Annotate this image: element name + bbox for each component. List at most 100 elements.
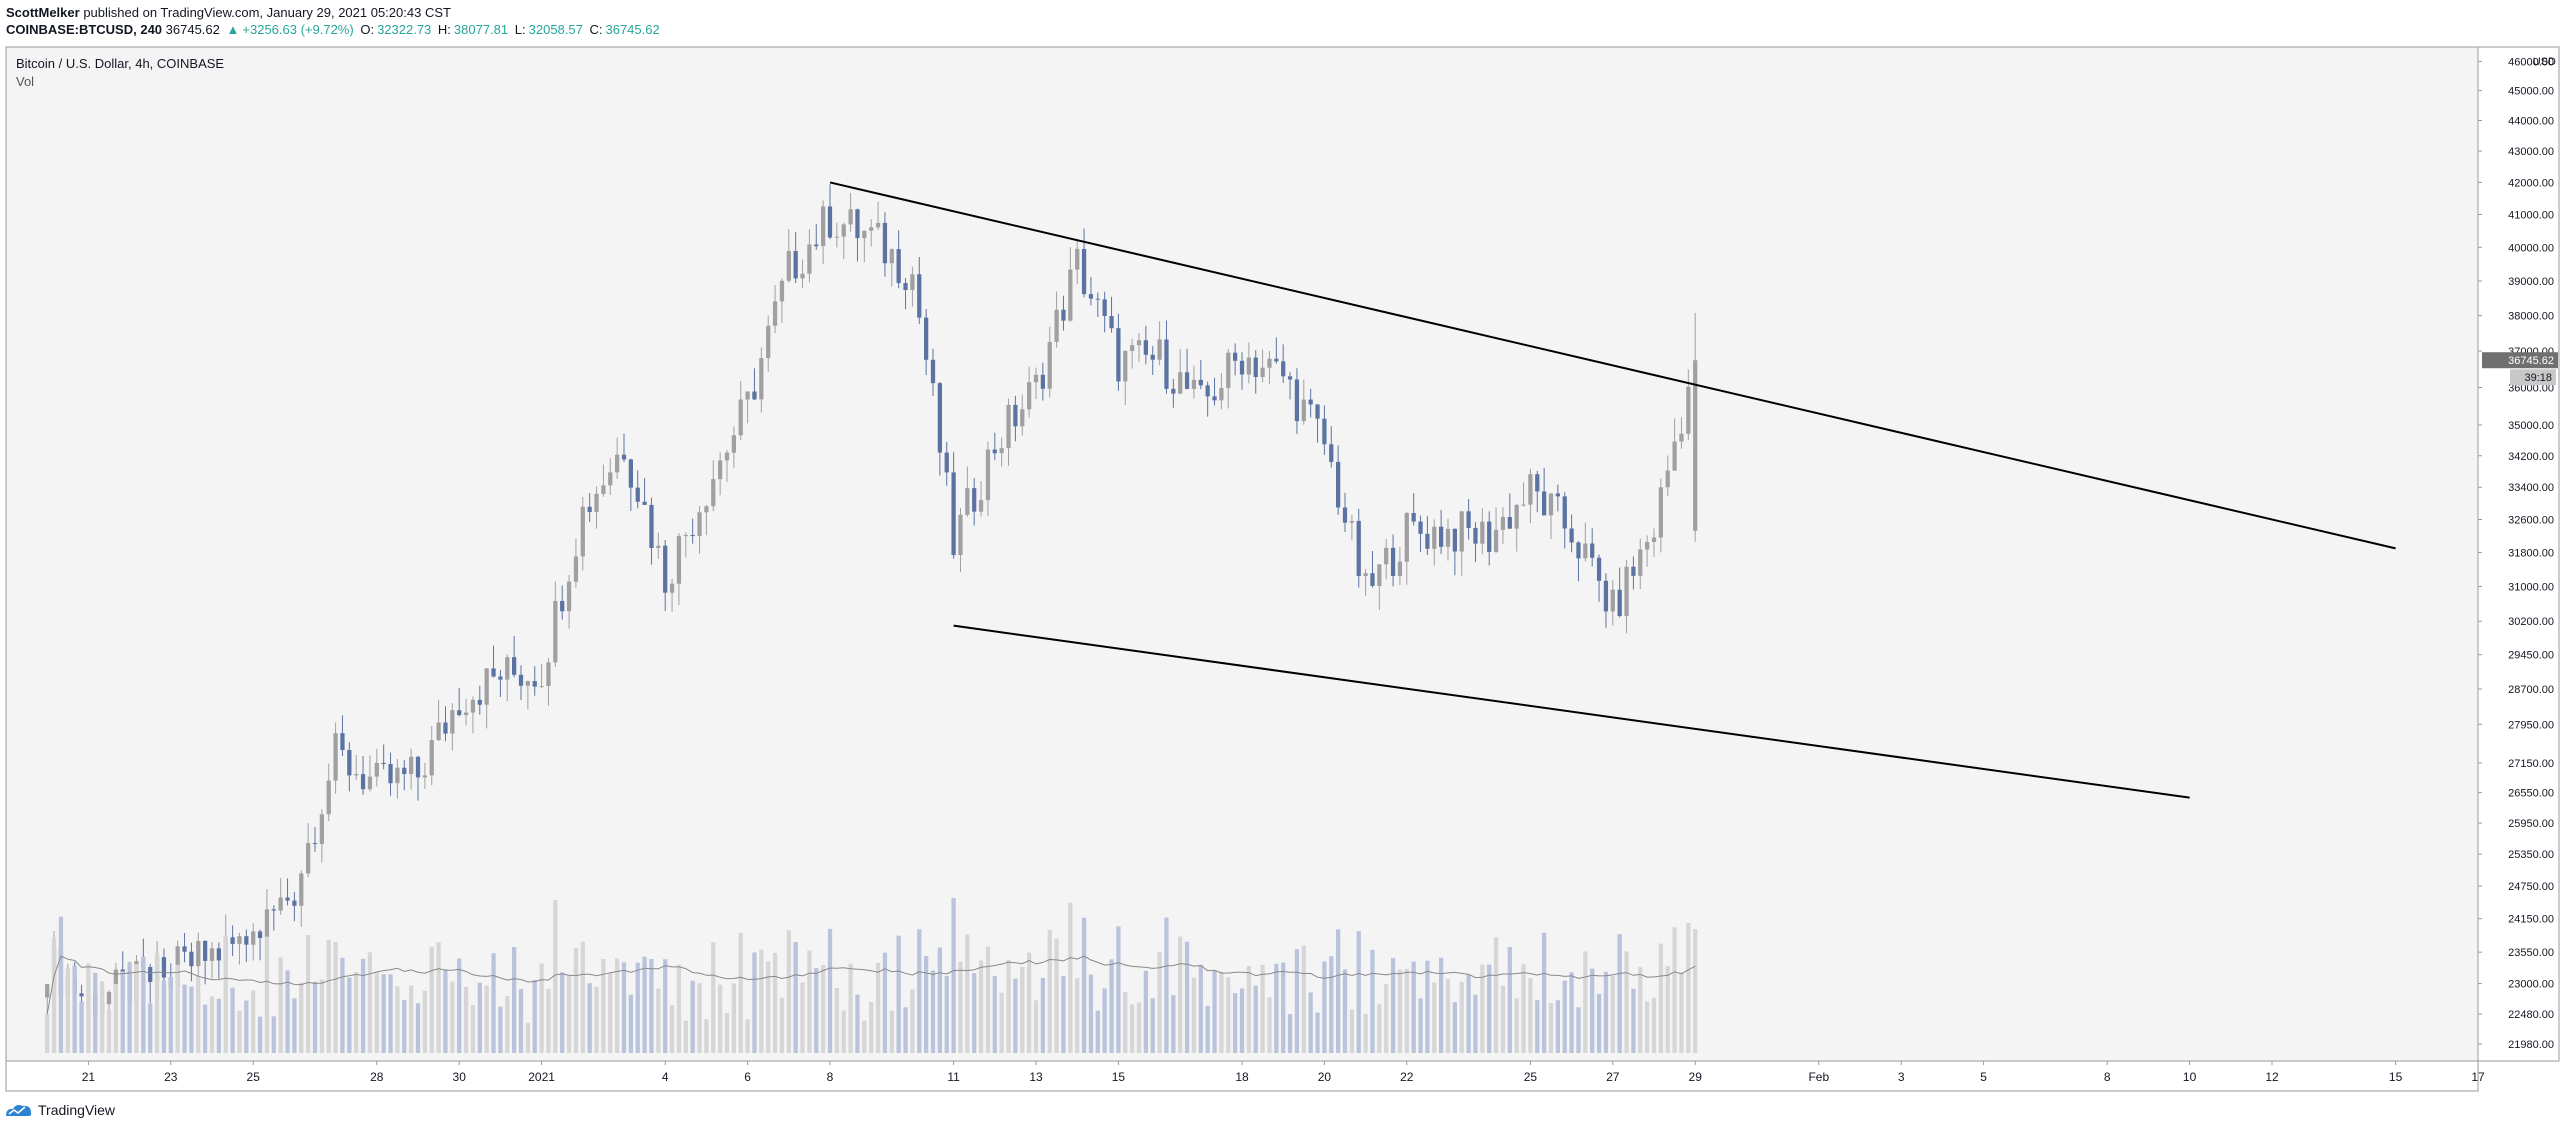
candle-body: [683, 534, 688, 537]
candle-body: [1459, 511, 1464, 552]
candle-body: [635, 487, 640, 502]
volume-bar: [491, 953, 496, 1053]
candle-body: [615, 454, 620, 473]
volume-bar: [697, 983, 702, 1053]
volume-bar: [1370, 949, 1375, 1053]
candle-body: [772, 301, 778, 326]
volume-bar: [1315, 1012, 1320, 1053]
volume-bar: [1102, 988, 1107, 1053]
candle-body: [1610, 589, 1615, 612]
volume-bar: [168, 977, 173, 1053]
volume-bar: [1130, 1004, 1135, 1053]
price-tick-label: 45000.00: [2508, 86, 2554, 98]
volume-bar: [299, 982, 304, 1053]
volume-bar: [1342, 969, 1348, 1053]
volume-bar: [889, 1010, 894, 1053]
volume-bar: [992, 976, 997, 1053]
candle-body: [786, 251, 791, 281]
volume-bar: [1136, 1002, 1142, 1053]
volume-bar: [560, 972, 565, 1053]
volume-bar: [841, 1010, 846, 1053]
volume-bar: [1466, 974, 1471, 1053]
volume-bar: [1184, 941, 1190, 1053]
volume-bar: [1171, 995, 1176, 1053]
volume-bar: [944, 976, 949, 1053]
candle-body: [525, 681, 530, 686]
candle-body: [285, 897, 290, 901]
candle-body: [821, 206, 826, 247]
candle-body: [443, 722, 448, 734]
candle-body: [889, 249, 894, 264]
author-name[interactable]: ScottMelker: [6, 5, 80, 20]
time-tick-label: 15: [1112, 1070, 1126, 1084]
candle-body: [1294, 379, 1300, 422]
candle-body: [230, 937, 235, 944]
volume-bar: [1500, 985, 1506, 1053]
price-axis-currency: USD: [2533, 56, 2556, 68]
candle-body: [532, 681, 537, 687]
candle-body: [690, 534, 695, 537]
volume-bar: [113, 983, 118, 1053]
volume-bar: [148, 1003, 153, 1053]
candle-body: [724, 452, 730, 461]
volume-bar: [1329, 956, 1334, 1053]
candle-body: [347, 750, 352, 776]
volume-bar: [573, 947, 579, 1053]
time-tick-label: 18: [1235, 1070, 1249, 1084]
volume-bar: [958, 961, 963, 1053]
volume-bar: [848, 963, 853, 1053]
volume-bar: [1356, 931, 1361, 1053]
candle-body: [917, 274, 922, 318]
candle-body: [649, 504, 654, 549]
volume-bar: [189, 986, 194, 1053]
candle-body: [1583, 543, 1588, 559]
volume-bar: [470, 1005, 476, 1053]
volume-bar: [463, 986, 469, 1053]
brand-name: TradingView: [38, 1102, 116, 1118]
candle-body: [251, 931, 256, 945]
candle-body: [1356, 520, 1361, 576]
volume-bar: [649, 959, 654, 1053]
candle-body: [1363, 573, 1368, 576]
volume-bar: [1233, 993, 1238, 1053]
volume-bar: [917, 929, 922, 1053]
candle-body: [999, 448, 1004, 454]
volume-bar: [766, 961, 771, 1053]
candle-body: [1281, 361, 1286, 377]
candle-body: [1226, 352, 1231, 389]
candle-body: [1191, 379, 1197, 389]
volume-bar: [669, 1005, 675, 1053]
volume-bar: [264, 936, 270, 1053]
candle-body: [470, 699, 476, 713]
candle-body: [148, 967, 153, 982]
tradingview-brand[interactable]: TradingView: [4, 1102, 115, 1118]
candle-body: [1033, 374, 1039, 383]
volume-bar: [999, 992, 1004, 1053]
candle-body: [209, 948, 215, 961]
volume-bar: [209, 996, 215, 1053]
volume-bar: [1645, 1001, 1650, 1053]
candle-body: [1555, 493, 1560, 497]
volume-bar: [800, 982, 805, 1053]
candle-body: [113, 969, 118, 992]
candle-body: [1658, 487, 1663, 538]
price-tick-label: 40000.00: [2508, 242, 2554, 254]
candle-body: [216, 948, 221, 961]
volume-bar: [1693, 929, 1698, 1053]
candle-body: [800, 273, 805, 279]
volume-bar: [752, 952, 757, 1053]
candle-body: [910, 274, 915, 291]
volume-bar: [724, 1013, 730, 1053]
price-tick-label: 35000.00: [2508, 420, 2554, 432]
volume-bar: [615, 958, 620, 1053]
price-tick-label: 30200.00: [2508, 616, 2554, 628]
candle-body: [505, 657, 510, 680]
volume-bar: [1521, 964, 1526, 1053]
volume-bar: [1054, 938, 1059, 1053]
volume-bar: [855, 994, 860, 1053]
candle-body: [1480, 521, 1485, 544]
volume-bar: [1480, 964, 1485, 1053]
candle-body: [1542, 491, 1547, 516]
volume-bar: [608, 972, 613, 1053]
